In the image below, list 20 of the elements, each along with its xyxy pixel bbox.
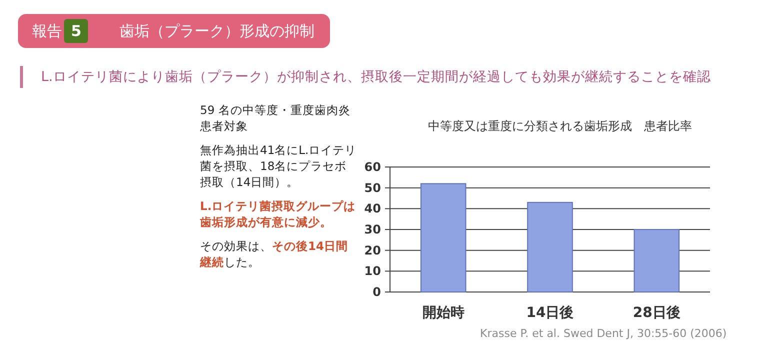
y-tick-label: 30	[364, 222, 381, 236]
y-tick-label: 10	[364, 264, 381, 278]
x-axis-title: 中等度又は重度に分類される歯垢形成 患者比率	[428, 119, 692, 133]
y-tick-label: 20	[364, 243, 381, 258]
text: 無作為抽出41名にL.ロイテリ菌を摂取、18名にプラセボ摂取（14日間）。	[200, 143, 357, 189]
text: Krasse P. et al. Swed Dent J, 30:55-60 (2006)	[480, 327, 727, 340]
x-tick-label: 14日後	[526, 305, 574, 321]
y-tick-label: 0	[372, 285, 381, 299]
bar	[420, 183, 466, 292]
y-tick-label: 50	[364, 180, 381, 195]
y-tick-label: 40	[364, 202, 381, 216]
text: その効果は、その後14日間継続した。	[200, 239, 348, 269]
y-tick-label: 60	[364, 160, 381, 174]
text: 59 名の中等度・重度歯肉炎患者対象	[200, 103, 350, 133]
x-tick-label: 開始時	[422, 305, 464, 321]
text: L.ロイテリ菌摂取グループは歯垢形成が有意に減少。	[200, 199, 356, 229]
bar	[527, 202, 573, 292]
chart-subtitle: L.ロイテリ菌により歯垢（プラーク）が抑制され、摂取後一定期間が経過しても効果が継続することを確認	[20, 66, 711, 88]
x-tick-label: 28日後	[632, 305, 680, 321]
bar	[634, 229, 680, 292]
